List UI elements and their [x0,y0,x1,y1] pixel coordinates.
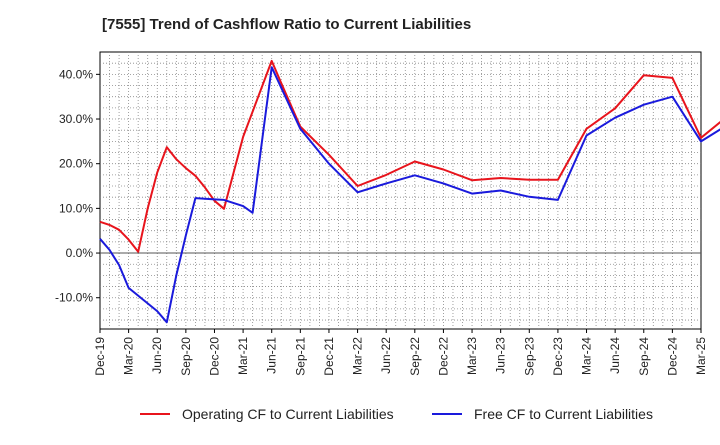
x-tick-label: Sep-20 [179,337,193,376]
y-tick-label: 0.0% [66,246,94,260]
x-tick-label: Mar-22 [351,337,365,375]
x-tick-label: Jun-24 [608,337,622,374]
x-tick-label: Jun-21 [265,337,279,374]
chart-title: [7555] Trend of Cashflow Ratio to Curren… [102,16,471,33]
y-tick-label: 30.0% [59,112,93,126]
y-tick-label: 20.0% [59,157,93,171]
series-line-1 [99,59,720,253]
x-axis-ticks: Dec-19 Mar-20 Jun-20 Sep-20 Dec-20 Mar-21 Jun-… [93,329,708,376]
y-tick-label: -10.0% [55,291,93,305]
x-tick-label: Jun-20 [150,337,164,374]
x-tick-label: Mar-21 [236,337,250,375]
y-axis-ticks: -10.0% 0.0% 10.0% 20.0% 30.0% 40.0% [55,67,100,305]
x-tick-label: Dec-24 [665,337,679,376]
legend: Operating CF to Current Liabilities Free … [140,406,653,422]
x-tick-label: Sep-23 [522,337,536,376]
x-tick-label: Dec-19 [93,337,107,376]
series-layer [99,59,720,324]
x-tick-label: Mar-23 [465,337,479,375]
x-tick-label: Jun-23 [494,337,508,374]
legend-label-2: Free CF to Current Liabilities [474,406,653,422]
x-tick-label: Jun-22 [379,337,393,374]
x-tick-label: Sep-24 [637,337,651,376]
series-line-2 [99,66,720,324]
x-tick-label: Dec-20 [207,337,221,376]
y-tick-label: 40.0% [59,67,93,81]
x-tick-label: Sep-21 [293,337,307,376]
plot-area [99,51,702,330]
y-tick-label: 10.0% [59,201,93,215]
x-tick-label: Dec-22 [436,337,450,376]
x-tick-label: Mar-24 [580,337,594,375]
x-tick-label: Dec-21 [322,337,336,376]
x-tick-label: Sep-22 [408,337,422,376]
x-tick-label: Mar-25 [694,337,708,375]
legend-label-1: Operating CF to Current Liabilities [182,406,394,422]
x-tick-label: Dec-23 [551,337,565,376]
x-tick-label: Mar-20 [122,337,136,375]
